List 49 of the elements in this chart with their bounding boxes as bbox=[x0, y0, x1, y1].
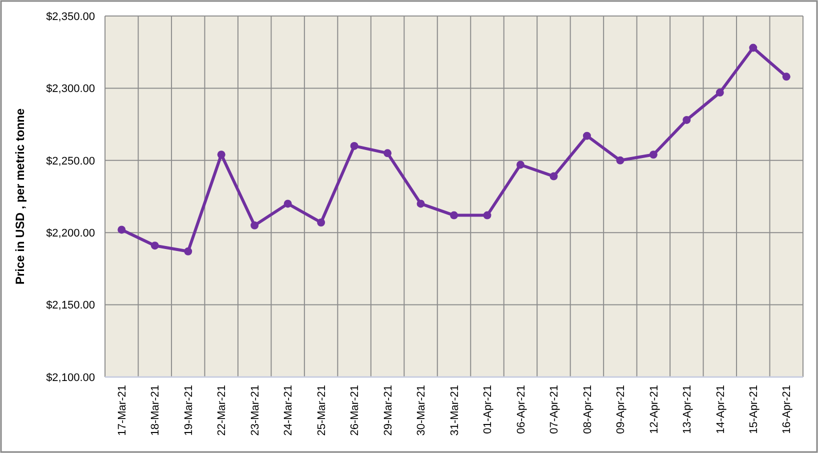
point bbox=[682, 116, 691, 124]
x-tick-label: 07-Apr-21 bbox=[548, 385, 561, 434]
x-tick-label: 17-Mar-21 bbox=[116, 385, 128, 436]
point bbox=[582, 132, 591, 140]
x-tick-label: 16-Apr-21 bbox=[781, 385, 794, 434]
point bbox=[450, 211, 458, 220]
y-tick-label: $2,250.00 bbox=[46, 155, 95, 168]
point bbox=[516, 160, 524, 169]
x-tick-label: 25-Mar-21 bbox=[316, 385, 328, 436]
x-tick-label: 31-Mar-21 bbox=[448, 385, 461, 436]
point bbox=[150, 242, 159, 250]
x-tick-label: 09-Apr-21 bbox=[615, 385, 628, 434]
y-tick-label: $2,100.00 bbox=[46, 372, 95, 384]
point bbox=[483, 211, 492, 220]
point bbox=[317, 218, 326, 226]
point bbox=[649, 150, 658, 159]
point bbox=[416, 200, 425, 208]
point bbox=[350, 142, 358, 150]
x-tick-label: 15-Apr-21 bbox=[748, 385, 760, 434]
point bbox=[749, 44, 758, 52]
x-tick-label: 29-Mar-21 bbox=[382, 385, 394, 436]
point bbox=[384, 149, 392, 158]
point bbox=[284, 200, 292, 208]
x-tick-label: 26-Mar-21 bbox=[349, 385, 362, 436]
point bbox=[118, 226, 126, 234]
x-tick-label: 19-Mar-21 bbox=[182, 385, 195, 436]
point bbox=[250, 221, 259, 230]
x-tick-label: 08-Apr-21 bbox=[582, 385, 594, 434]
x-tick-label: 13-Apr-21 bbox=[682, 385, 694, 434]
x-tick-label: 18-Mar-21 bbox=[150, 385, 162, 436]
x-tick-label: 14-Apr-21 bbox=[714, 385, 727, 434]
point bbox=[616, 156, 624, 164]
x-tick-label: 12-Apr-21 bbox=[648, 385, 660, 434]
point bbox=[550, 172, 558, 180]
x-tick-label: 22-Mar-21 bbox=[216, 385, 228, 436]
y-axis-title: Price in USD , per metric tonne bbox=[13, 108, 27, 285]
y-tick-label: $2,200.00 bbox=[46, 227, 95, 240]
point bbox=[782, 72, 790, 81]
point bbox=[184, 247, 192, 256]
point bbox=[716, 88, 724, 97]
y-tick-label: $2,150.00 bbox=[46, 300, 95, 312]
point bbox=[217, 150, 226, 159]
y-tick-label: $2,350.00 bbox=[46, 10, 95, 23]
x-tick-label: 01-Apr-21 bbox=[482, 385, 494, 434]
x-tick-label: 06-Apr-21 bbox=[515, 385, 528, 434]
x-tick-label: 23-Mar-21 bbox=[249, 385, 262, 436]
x-tick-label: 30-Mar-21 bbox=[416, 385, 428, 436]
x-tick-label: 24-Mar-21 bbox=[282, 385, 295, 436]
y-tick-label: $2,300.00 bbox=[46, 83, 95, 96]
